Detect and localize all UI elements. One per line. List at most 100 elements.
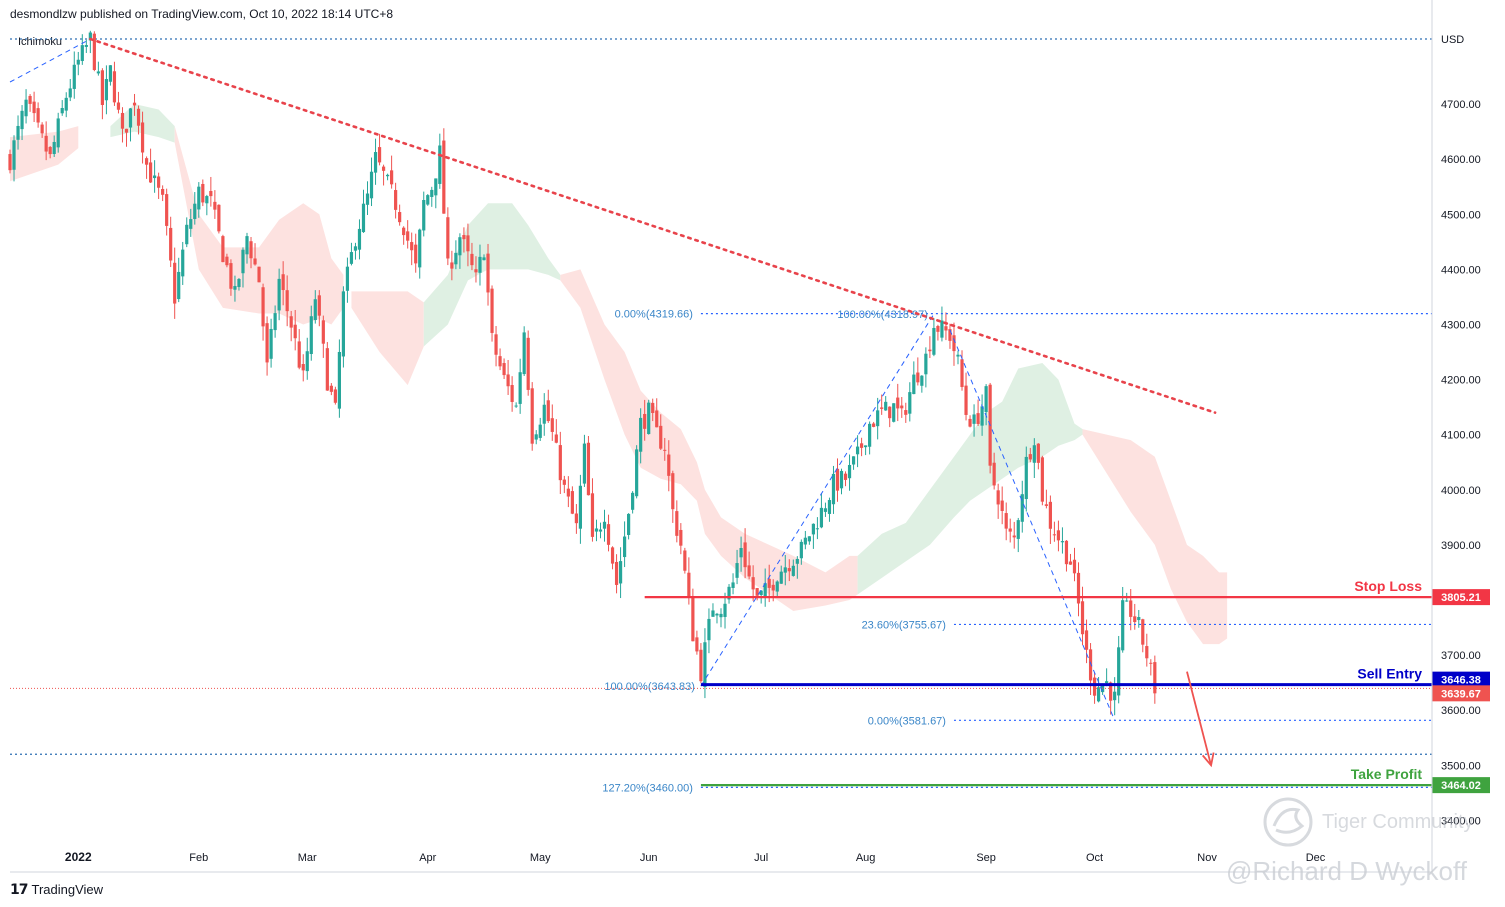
candle-bullish [534,434,538,440]
candle-bullish [369,171,374,199]
candle-bullish [1024,456,1028,500]
price-badge-sell-entry [1432,671,1490,688]
candle-bearish [550,418,554,432]
candle-bullish [803,537,807,545]
candle-bullish [522,332,526,375]
candle-bullish [711,610,715,617]
candle-bearish [92,33,96,71]
candle-bearish [112,71,117,103]
candle-bullish [72,64,76,89]
candle-bearish [265,323,269,363]
candle-bearish [462,235,466,240]
candle-bullish [602,521,607,529]
current-price-badge-text: 3639.67 [1441,688,1481,700]
tradingview-brand[interactable]: 𝟭𝟳 TradingView [10,881,103,898]
ichimoku-cloud-layer [10,104,1228,645]
candle-bearish [325,348,329,391]
candle-bullish [104,79,109,101]
candle-bearish [655,410,659,428]
candle-bullish [373,152,378,173]
candle-bullish [1105,681,1109,683]
candle-bearish [964,385,968,415]
candle-bearish [835,468,840,491]
x-tick-label: May [530,852,551,864]
candle-bearish [173,262,177,304]
candle-bearish [651,402,655,414]
fib-swing-line-0[interactable] [9,38,91,83]
fib-swing-line-1[interactable] [700,313,935,687]
candle-bearish [132,102,137,106]
candle-bullish [514,405,518,407]
candle-bullish [337,351,341,409]
fib-level-label-3: 100.00%(3643.83) [604,681,695,693]
candle-bullish [430,189,434,197]
candle-bullish [956,354,960,357]
candle-bullish [418,229,422,268]
candle-bullish [197,186,201,210]
candle-bullish [84,45,88,47]
candle-bullish [639,417,643,452]
candle-bearish [771,584,775,591]
candle-bullish [727,586,731,600]
candle-bullish [189,219,193,229]
candle-bullish [715,613,719,616]
candle-bullish [707,618,711,641]
candle-bullish [1117,647,1121,696]
candle-bearish [333,389,337,403]
candle-bearish [293,324,297,339]
candle-bullish [868,423,872,447]
fib-swing-line-2[interactable] [949,329,1116,721]
candle-bullish [245,236,249,255]
level-title-sell-entry: Sell Entry [1357,666,1422,682]
currency-label: USD [1441,34,1465,46]
candle-bearish [1044,504,1048,506]
candle-bearish [610,547,615,564]
candle-bearish [1133,616,1137,623]
candle-bullish [791,565,795,576]
candle-bullish [108,65,113,82]
candle-bearish [675,511,679,536]
candle-bearish [390,170,394,185]
candle-bearish [687,572,691,597]
candle-bullish [1020,494,1024,522]
candle-bearish [1153,662,1157,694]
price-badge-text-take-profit: 3464.02 [1441,780,1481,792]
x-tick-label: Dec [1306,852,1326,864]
candle-bearish [843,473,848,480]
candle-bearish [394,190,398,210]
candle-bullish [16,125,20,140]
downtrend-line[interactable] [89,37,1217,414]
ichimoku-cloud-bull-4 [423,203,561,347]
candle-bearish [767,578,771,588]
candle-bullish [96,71,100,74]
candle-bearish [936,326,940,332]
candle-bearish [32,101,36,114]
candle-bearish [1048,501,1052,529]
annotations-layer: 0.00%(4319.66) 100.00%(4318.97) 23.60%(375… [9,37,1490,794]
candle-bearish [900,405,904,409]
candle-bearish [169,227,173,261]
ichimoku-cloud-bear-5 [560,269,858,612]
x-tick-label: Mar [298,852,317,864]
candle-bullish [60,107,64,114]
projection-arrow[interactable] [1186,671,1212,766]
candle-bullish [775,581,779,592]
x-tick-label: Nov [1197,852,1217,864]
candle-bullish [52,141,56,154]
candle-bullish [80,45,84,62]
candle-bearish [1068,561,1073,565]
candle-bearish [1052,534,1057,536]
candle-bearish [590,493,595,537]
candle-bearish [944,326,948,331]
candle-bullish [622,536,627,558]
candle-bearish [446,217,450,259]
candle-bullish [739,548,743,558]
candle-bullish [233,286,237,290]
candle-bearish [381,166,386,171]
candle-bearish [285,290,289,312]
candle-bullish [426,195,430,205]
fib-level-label-2: 23.60%(3755.67) [862,619,946,631]
candle-bullish [631,492,635,510]
tradingview-brand-text: TradingView [31,882,104,897]
